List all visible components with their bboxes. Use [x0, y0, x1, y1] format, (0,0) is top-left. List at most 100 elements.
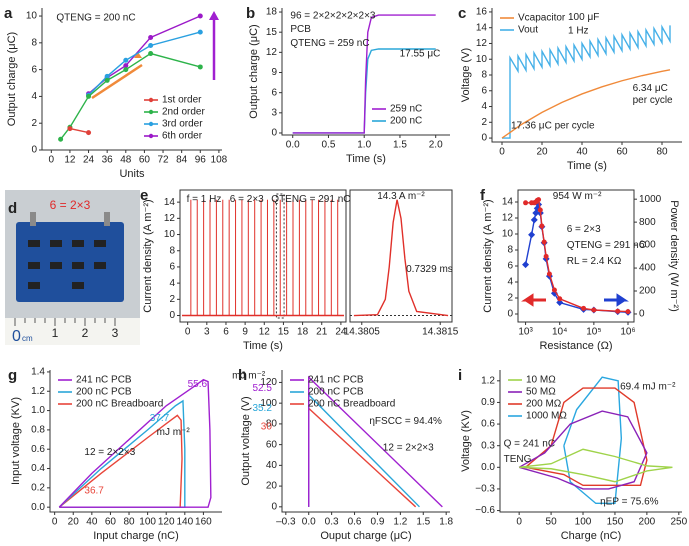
y-tick-label: 0: [31, 145, 37, 156]
y2-tick-label: 800: [639, 217, 656, 228]
legend-label: 2nd order: [162, 107, 205, 118]
annotation: 6 = 2×3: [50, 198, 91, 212]
y-tick-label: 0: [481, 133, 487, 144]
y2-tick-label: 200: [639, 286, 656, 297]
y-tick-label: 12: [164, 213, 176, 224]
marker: [197, 64, 203, 70]
y-tick-label: 100: [260, 398, 277, 409]
x-tick-label: 21: [316, 327, 328, 338]
arrow: [209, 11, 219, 20]
component: [94, 240, 106, 247]
annotation: PCB: [290, 24, 311, 35]
y-tick-label: 3: [271, 107, 277, 118]
marker: [148, 43, 154, 49]
component: [72, 262, 84, 269]
panel-label: i: [458, 367, 462, 384]
series-line: [58, 378, 212, 508]
annotation: RL = 2.4 KΩ: [567, 256, 622, 267]
marker: [551, 287, 557, 293]
series-line: [353, 199, 449, 317]
y-axis-label: Output charge (μC): [6, 32, 18, 126]
series-line: [501, 69, 671, 139]
marker: [123, 67, 129, 73]
y2-tick-label: 400: [639, 263, 656, 274]
x-tick-label: 150: [607, 517, 624, 528]
x-tick-label: 80: [123, 517, 135, 528]
marker: [148, 34, 154, 40]
x-tick-label: 12: [64, 155, 76, 166]
annotation: per cycle: [633, 95, 673, 106]
component: [72, 240, 84, 247]
annotation: mJ m⁻²: [157, 427, 191, 438]
series-line: [58, 414, 183, 508]
x-tick-label: 24: [335, 327, 347, 338]
y-tick-label: 8: [31, 37, 37, 48]
arrow: [91, 63, 143, 100]
y-tick-label: 1.2: [481, 375, 495, 386]
legend-marker: [148, 109, 154, 115]
marker: [86, 130, 92, 136]
panel-label: g: [8, 367, 17, 384]
marker: [541, 239, 547, 245]
x-tick-label: 10⁴: [552, 327, 567, 338]
annotation: 6.34 μC: [633, 83, 668, 94]
legend-label: 200 nC Breadboard: [308, 399, 395, 410]
axis: [281, 370, 450, 513]
y-tick-label: 80: [266, 419, 278, 430]
legend-label: 10 MΩ: [526, 375, 556, 386]
marker: [197, 13, 203, 19]
ruler-label: 3: [112, 326, 119, 340]
annotation: 954 W m⁻²: [553, 191, 602, 202]
y-axis-label: Output charge (μC): [248, 24, 260, 118]
y-tick-label: 8: [507, 245, 513, 256]
x-tick-label: 0.9: [371, 517, 385, 528]
series-line: [525, 387, 648, 487]
y-tick-label: 0.8: [31, 425, 45, 436]
x-tick-label: 60: [105, 517, 117, 528]
marker: [537, 207, 543, 213]
y-tick-label: 14: [164, 197, 176, 208]
annotation: 12 = 2×2×3: [84, 447, 135, 458]
component: [50, 262, 62, 269]
annotation: 6 = 2×3: [567, 224, 601, 235]
marker: [104, 77, 110, 83]
x-tick-label: 0.3: [325, 517, 339, 528]
legend-label: 1000 MΩ: [526, 411, 567, 422]
panel-label: f: [480, 187, 486, 204]
y2-tick-label: 0: [639, 309, 645, 320]
y-tick-label: 0: [169, 310, 175, 321]
arrow: [521, 293, 546, 307]
axis: [499, 370, 682, 513]
legend-label: 200 nC PCB: [308, 387, 364, 398]
marker: [557, 296, 563, 302]
annotation: 17.55 μC: [400, 48, 441, 59]
x-tick-label: 10⁶: [620, 327, 635, 338]
x-axis-label: Resistance (Ω): [539, 340, 612, 352]
x-tick-label: –0.3: [276, 517, 296, 528]
ruler: [5, 318, 140, 345]
x-axis-label: Ouput charge (μC): [320, 530, 411, 542]
x-tick-label: 108: [211, 155, 228, 166]
x-tick-label: 0: [52, 517, 58, 528]
marker: [543, 253, 549, 259]
x-axis-label: Time (s): [346, 153, 386, 165]
y-tick-label: 6: [169, 262, 175, 273]
annotation: 35.2: [252, 403, 272, 414]
x-tick-label: 1.0: [357, 140, 371, 151]
axis: [281, 8, 450, 136]
marker: [615, 308, 621, 314]
x-axis-label: Input charge (nC): [93, 530, 179, 542]
x-axis-label: Charge (nC): [561, 530, 622, 542]
y-tick-label: 0: [271, 501, 277, 512]
x-tick-label: 18: [297, 327, 309, 338]
marker: [148, 51, 154, 57]
marker: [123, 63, 129, 69]
annotation: 36.7: [84, 485, 104, 496]
marker: [528, 231, 536, 239]
x-tick-label: 14.3815: [422, 327, 459, 338]
component: [94, 262, 106, 269]
y-tick-label: 10: [502, 229, 514, 240]
component: [28, 282, 40, 289]
annotation: mJ m⁻²: [232, 370, 266, 381]
